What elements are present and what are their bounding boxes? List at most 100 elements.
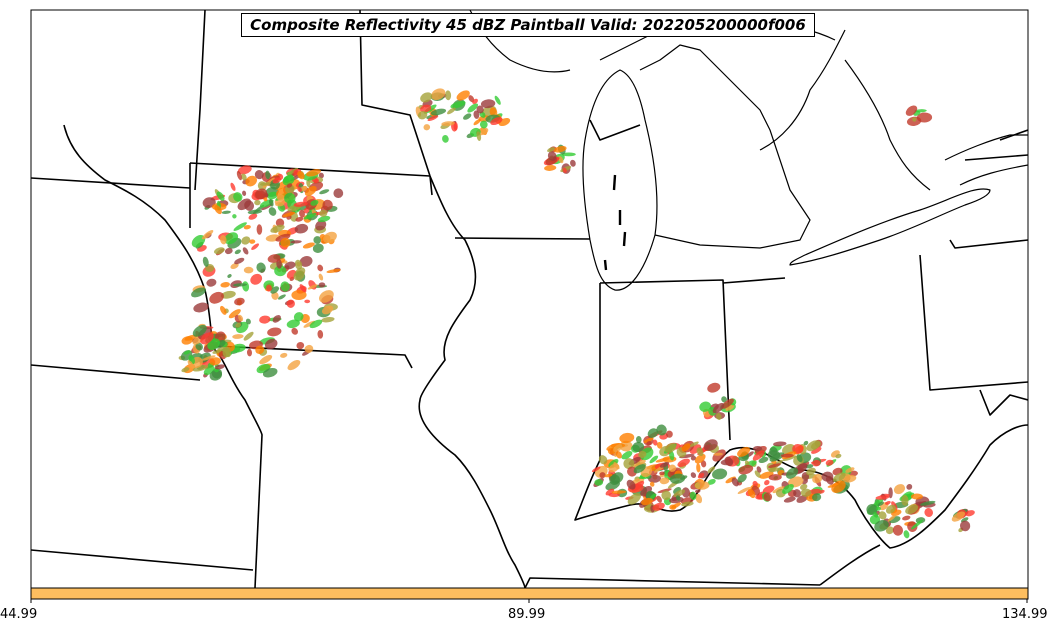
reflectivity-blob <box>920 500 936 506</box>
reflectivity-blob <box>800 488 812 497</box>
state-border-line <box>214 345 413 369</box>
reflectivity-blob <box>737 446 751 457</box>
reflectivity-blob <box>780 453 794 458</box>
reflectivity-blob <box>960 517 969 523</box>
reflectivity-blob <box>694 453 706 464</box>
reflectivity-blob <box>262 367 278 378</box>
reflectivity-blob <box>818 489 825 494</box>
reflectivity-blob <box>656 495 662 503</box>
reflectivity-blob <box>696 447 704 457</box>
reflectivity-blob <box>235 322 242 328</box>
state-border-line <box>31 364 201 381</box>
reflectivity-blob <box>703 439 718 451</box>
reflectivity-blob <box>713 452 723 456</box>
reflectivity-blob <box>234 249 241 255</box>
reflectivity-blob <box>903 530 910 539</box>
reflectivity-blob <box>299 255 313 267</box>
reflectivity-blob <box>274 265 287 277</box>
reflectivity-blob <box>689 491 697 500</box>
reflectivity-blob <box>562 167 567 173</box>
reflectivity-blob <box>245 175 257 187</box>
reflectivity-blob <box>294 259 303 270</box>
reflectivity-blob <box>201 230 214 240</box>
reflectivity-blob <box>875 495 890 500</box>
reflectivity-blob <box>187 360 195 369</box>
reflectivity-blob <box>905 504 919 515</box>
reflectivity-blob <box>561 152 576 157</box>
reflectivity-blob <box>277 294 286 300</box>
reflectivity-blob <box>793 489 802 498</box>
reflectivity-blob <box>304 344 314 353</box>
reflectivity-blob <box>317 264 324 272</box>
reflectivity-blob <box>835 453 842 459</box>
reflectivity-blob <box>831 480 846 493</box>
reflectivity-blob <box>694 481 710 490</box>
lake-ontario-shore <box>944 134 1028 186</box>
reflectivity-blob <box>309 319 323 329</box>
reflectivity-blob <box>427 115 439 122</box>
reflectivity-blob <box>669 473 686 484</box>
reflectivity-blob <box>619 440 633 452</box>
reflectivity-blob <box>598 455 608 465</box>
reflectivity-blob <box>773 441 787 447</box>
reflectivity-blob <box>232 310 241 316</box>
reflectivity-blob <box>283 174 294 183</box>
reflectivity-blob <box>236 170 242 181</box>
reflectivity-blob <box>623 458 635 470</box>
reflectivity-blob <box>754 470 761 478</box>
reflectivity-blob <box>280 237 291 248</box>
reflectivity-blob <box>659 461 670 468</box>
reflectivity-blob <box>905 105 918 116</box>
reflectivity-blob <box>313 178 319 184</box>
reflectivity-blob <box>280 352 288 358</box>
reflectivity-blob <box>906 484 913 490</box>
reflectivity-blob <box>271 291 279 300</box>
reflectivity-blob <box>315 220 327 231</box>
reflectivity-blob <box>805 464 814 469</box>
reflectivity-blob <box>268 198 274 207</box>
reflectivity-blob <box>195 342 203 351</box>
reflectivity-blob <box>317 215 331 223</box>
reflectivity-blob <box>646 441 652 446</box>
reflectivity-blob <box>268 207 277 216</box>
reflectivity-blob <box>553 146 567 153</box>
reflectivity-blob <box>284 261 296 270</box>
reflectivity-blob <box>878 511 887 520</box>
reflectivity-blob <box>237 165 252 175</box>
reflectivity-blob <box>752 445 763 452</box>
reflectivity-blob <box>302 186 308 190</box>
reflectivity-blob <box>544 165 557 171</box>
reflectivity-blob <box>647 428 659 438</box>
state-border-line <box>979 389 1028 416</box>
reflectivity-blob <box>910 493 923 500</box>
state-border-line <box>189 162 431 177</box>
reflectivity-blob <box>202 256 209 267</box>
reflectivity-blob <box>715 413 722 420</box>
reflectivity-blob <box>902 515 911 521</box>
reflectivity-blob <box>299 209 305 218</box>
reflectivity-blob <box>306 169 321 177</box>
state-border-line <box>359 10 431 177</box>
reflectivity-blob <box>594 479 604 486</box>
reflectivity-blob <box>238 314 244 322</box>
reflectivity-blob <box>604 473 613 478</box>
reflectivity-blob <box>731 477 739 487</box>
reflectivity-blob <box>282 211 296 218</box>
lake-michigan-islands <box>603 174 627 271</box>
reflectivity-blob <box>951 511 966 522</box>
reflectivity-blob <box>762 485 775 494</box>
reflectivity-blob <box>690 472 697 478</box>
state-border-line <box>254 434 263 588</box>
reflectivity-blob <box>681 501 694 507</box>
reflectivity-blob <box>490 117 503 126</box>
reflectivity-blob <box>299 284 307 293</box>
reflectivity-blob <box>242 247 249 255</box>
reflectivity-blob <box>786 467 799 479</box>
reflectivity-blob <box>912 117 917 122</box>
reflectivity-blob <box>783 496 796 503</box>
reflectivity-blob <box>201 355 216 361</box>
reflectivity-blob <box>806 467 816 476</box>
colorbar-tick-label-max: 134.99 <box>1002 607 1048 622</box>
reflectivity-blob <box>214 205 222 215</box>
reflectivity-blob <box>812 459 821 467</box>
